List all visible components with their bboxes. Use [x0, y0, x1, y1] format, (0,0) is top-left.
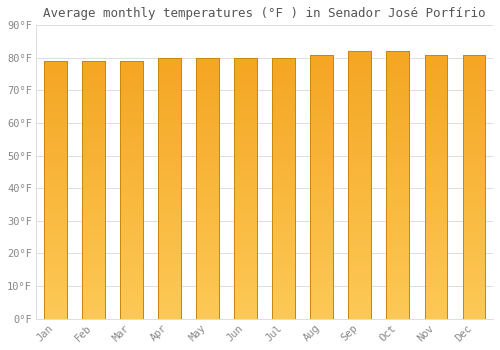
Bar	[196, 58, 219, 318]
Bar	[310, 55, 333, 318]
Bar	[120, 61, 142, 319]
Bar	[44, 61, 66, 319]
Bar	[120, 61, 142, 319]
Bar	[348, 51, 371, 318]
Bar	[462, 55, 485, 318]
Title: Average monthly temperatures (°F ) in Senador José Porfírio: Average monthly temperatures (°F ) in Se…	[44, 7, 486, 20]
Bar	[234, 58, 257, 318]
Bar	[82, 61, 104, 319]
Bar	[386, 51, 409, 318]
Bar	[158, 58, 181, 318]
Bar	[424, 55, 448, 318]
Bar	[158, 58, 181, 318]
Bar	[272, 58, 295, 318]
Bar	[234, 58, 257, 318]
Bar	[424, 55, 448, 318]
Bar	[386, 51, 409, 318]
Bar	[310, 55, 333, 318]
Bar	[348, 51, 371, 318]
Bar	[44, 61, 66, 319]
Bar	[196, 58, 219, 318]
Bar	[462, 55, 485, 318]
Bar	[82, 61, 104, 319]
Bar	[272, 58, 295, 318]
